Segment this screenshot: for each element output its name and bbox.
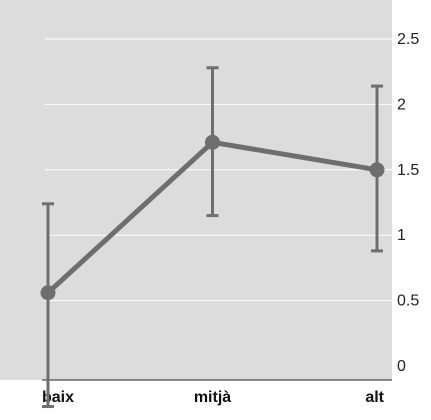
data-point — [205, 134, 220, 150]
x-tick-label: mitjà — [194, 389, 231, 406]
gridlines — [45, 38, 392, 302]
plot-background — [0, 0, 392, 380]
x-axis-tick-labels: baix mitjà alt — [42, 389, 385, 406]
y-tick-label: 1.5 — [397, 162, 419, 179]
data-point — [369, 162, 385, 178]
data-point — [40, 285, 56, 301]
y-tick-label: 0.5 — [397, 293, 419, 310]
y-tick-label: 1 — [397, 227, 406, 244]
y-tick-label: 2 — [397, 96, 406, 113]
y-axis-tick-labels: 0 0.5 1 1.5 2 2.5 — [397, 31, 419, 375]
y-tick-label: 2.5 — [397, 31, 419, 48]
x-tick-label: baix — [42, 389, 74, 406]
y-tick-label: 0 — [397, 358, 406, 375]
data-points — [40, 134, 385, 301]
x-tick-label: alt — [365, 389, 384, 406]
